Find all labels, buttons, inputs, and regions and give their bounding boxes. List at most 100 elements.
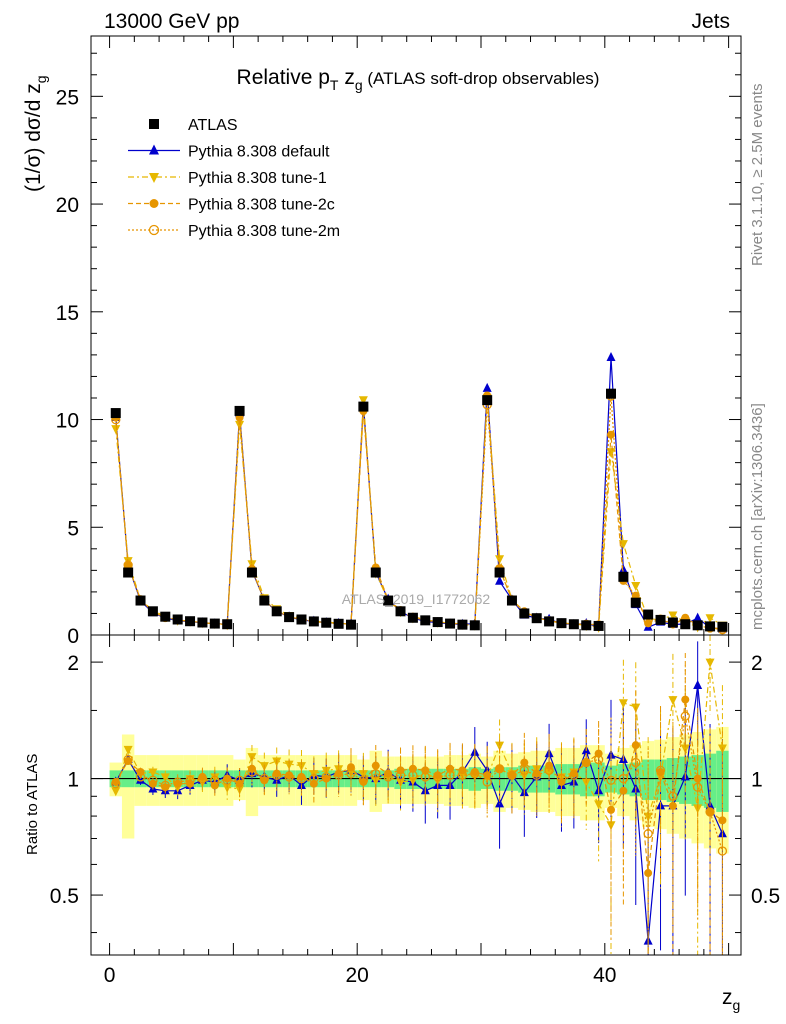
legend-label: Pythia 8.308 tune-1 bbox=[188, 170, 327, 187]
atlas-data-point bbox=[209, 618, 220, 629]
ratio-point bbox=[383, 772, 393, 782]
atlas-data-point bbox=[259, 595, 270, 606]
atlas-data-point bbox=[135, 595, 146, 606]
ratio-point bbox=[668, 791, 678, 801]
atlas-data-point bbox=[705, 621, 716, 632]
main-y-tick-label: 0 bbox=[67, 625, 79, 648]
atlas-data-point bbox=[358, 401, 369, 412]
ratio-point bbox=[520, 758, 529, 767]
ratio-point bbox=[483, 771, 492, 780]
atlas-data-point bbox=[246, 567, 257, 578]
atlas-data-point bbox=[606, 388, 616, 399]
atlas-data-point bbox=[593, 620, 604, 631]
atlas-data-point bbox=[370, 567, 381, 578]
ratio-point bbox=[371, 768, 381, 779]
ratio-point bbox=[482, 777, 492, 787]
atlas-data-point bbox=[506, 595, 517, 606]
ratio-point bbox=[718, 816, 727, 825]
atlas-data-point bbox=[581, 620, 592, 631]
ratio-point bbox=[111, 787, 121, 797]
mcplots-label: mcplots.cern.ch [arXiv:1306.3436] bbox=[749, 403, 766, 630]
main-y-tick-label: 10 bbox=[56, 410, 79, 433]
atlas-data-point bbox=[469, 620, 480, 631]
atlas-data-point bbox=[284, 612, 295, 623]
ratio-point bbox=[581, 757, 591, 768]
main-y-tick-label: 15 bbox=[56, 302, 79, 325]
series-line-0 bbox=[115, 357, 723, 630]
atlas-data-point bbox=[643, 609, 654, 620]
ratio-point bbox=[259, 773, 269, 784]
ratio-point bbox=[309, 773, 319, 784]
data-point bbox=[606, 351, 616, 361]
data-point bbox=[618, 564, 628, 574]
ratio-point bbox=[717, 846, 728, 856]
ratio-point bbox=[433, 772, 443, 782]
ratio-y-tick-label-right: 1 bbox=[751, 769, 763, 792]
legend-marker bbox=[149, 144, 159, 155]
data-point bbox=[495, 575, 505, 585]
ratio-point bbox=[693, 782, 703, 792]
ratio-y-axis-label: Ratio to ATLAS bbox=[24, 754, 41, 855]
ratio-point bbox=[643, 829, 653, 839]
legend-marker bbox=[149, 119, 159, 129]
ratio-point bbox=[234, 775, 245, 785]
ratio-point bbox=[296, 773, 307, 784]
ratio-point bbox=[705, 807, 715, 817]
rivet-version-label: Rivet 3.1.10, ≥ 2.5M events bbox=[749, 84, 766, 267]
ratio-point bbox=[494, 764, 505, 774]
ratio-point bbox=[495, 741, 505, 751]
main-panel: 0 5 10 15 20 25 ATLAS_2019_I1772062 Relative … bbox=[56, 35, 742, 648]
ratio-point bbox=[618, 773, 629, 784]
atlas-data-point bbox=[383, 595, 394, 606]
ratio-point bbox=[618, 699, 628, 709]
atlas-data-point bbox=[346, 619, 356, 630]
atlas-data-point bbox=[395, 606, 406, 617]
main-y-tick-label: 20 bbox=[56, 194, 79, 217]
ratio-point bbox=[495, 798, 505, 808]
ratio-line-2 bbox=[115, 699, 723, 874]
ratio-point bbox=[680, 711, 690, 721]
ratio-point bbox=[160, 773, 170, 783]
atlas-data-point bbox=[321, 617, 332, 628]
main-y-tick-label: 25 bbox=[56, 86, 79, 109]
ratio-point bbox=[123, 754, 133, 765]
ratio-point bbox=[210, 775, 220, 785]
atlas-data-point bbox=[222, 619, 233, 630]
ratio-point bbox=[556, 773, 567, 784]
ratio-point bbox=[470, 768, 480, 779]
atlas-data-point bbox=[618, 571, 629, 582]
ratio-point bbox=[655, 765, 666, 776]
ratio-y-tick-label-right: 0.5 bbox=[751, 885, 780, 908]
data-point bbox=[358, 396, 368, 406]
ratio-point bbox=[333, 770, 344, 780]
ratio-point bbox=[148, 768, 158, 778]
atlas-data-point bbox=[172, 614, 183, 625]
ratio-panel: 0.5 0.5 1 1 2 2 0 20 40 bbox=[50, 634, 780, 987]
ratio-point bbox=[668, 696, 678, 706]
atlas-data-point bbox=[420, 615, 431, 626]
x-tick-label: 20 bbox=[346, 964, 369, 987]
atlas-data-point bbox=[519, 608, 530, 619]
atlas-data-point bbox=[234, 405, 245, 416]
main-y-tick-label: 5 bbox=[67, 517, 79, 540]
ratio-point bbox=[111, 779, 121, 789]
atlas-data-point bbox=[457, 619, 468, 630]
ratio-point bbox=[284, 772, 294, 782]
atlas-data-point bbox=[197, 617, 208, 628]
ratio-point bbox=[445, 770, 455, 780]
atlas-data-point bbox=[482, 395, 493, 406]
legend-marker bbox=[149, 173, 159, 183]
ratio-point bbox=[458, 766, 467, 775]
ratio-point bbox=[457, 770, 468, 780]
atlas-data-point bbox=[271, 606, 282, 617]
ratio-point bbox=[247, 767, 257, 777]
ratio-point bbox=[160, 780, 170, 791]
ratio-point bbox=[396, 766, 405, 775]
main-y-axis-label: (1/σ) dσ/d zg bbox=[22, 75, 49, 192]
x-axis-label: zg bbox=[722, 986, 740, 1013]
ratio-point bbox=[148, 775, 158, 785]
atlas-data-point bbox=[296, 614, 307, 625]
data-point bbox=[482, 382, 492, 392]
ratio-point bbox=[408, 770, 418, 780]
ratio-point bbox=[668, 801, 677, 810]
